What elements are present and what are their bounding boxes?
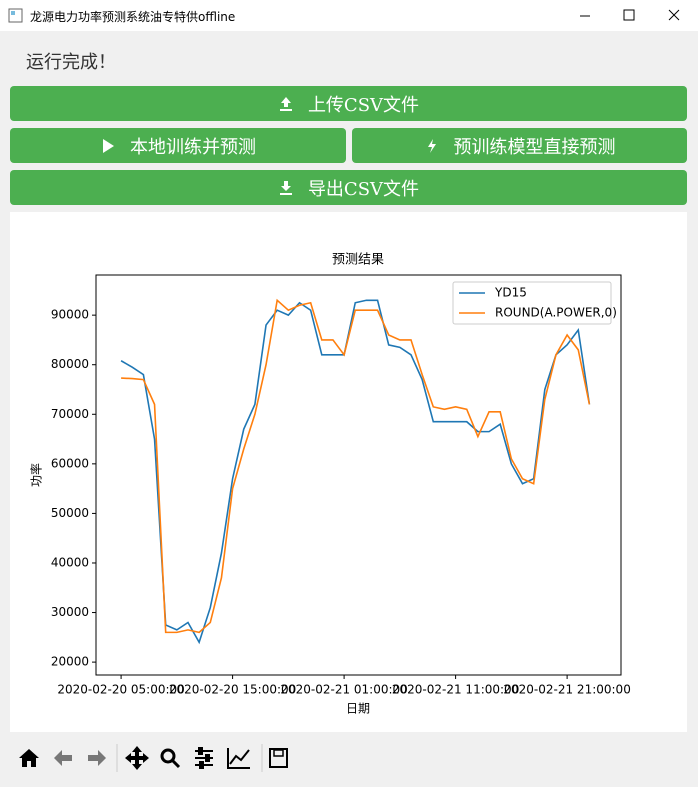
- button-label: 预训练模型直接预测: [453, 136, 616, 158]
- y-tick-label: 30000: [51, 605, 89, 619]
- x-axis-label: 日期: [346, 702, 370, 716]
- save-button[interactable]: [269, 748, 288, 768]
- window-title: 龙源电力功率预测系统油专特供offline: [30, 10, 236, 24]
- train-button[interactable]: 本地训练并预测: [10, 128, 346, 163]
- legend: YD15 ROUND(A.POWER,0): [452, 281, 617, 325]
- configure-button[interactable]: [195, 747, 213, 769]
- plot-frame: [95, 274, 622, 676]
- y-tick-label: 90000: [51, 308, 89, 322]
- chart-panel: 预测结果 日期 功率 20000 30000 40000 50000 60000 7000…: [10, 212, 687, 732]
- export-button[interactable]: 导出CSV文件: [10, 170, 687, 205]
- y-tick-label: 80000: [51, 357, 89, 371]
- button-label: 上传CSV文件: [307, 94, 420, 116]
- back-button[interactable]: [54, 750, 72, 766]
- title-bar: 龙源电力功率预测系统油专特供offline: [0, 0, 698, 31]
- pan-button[interactable]: [125, 746, 149, 770]
- edit-axes-button[interactable]: [227, 748, 250, 769]
- y-tick-label: 40000: [51, 555, 89, 569]
- x-tick-label: 2020-02-21 21:00:00: [503, 683, 630, 697]
- legend-label: ROUND(A.POWER,0): [495, 306, 617, 320]
- y-axis-label: 功率: [29, 463, 44, 487]
- app-icon: [8, 8, 23, 23]
- home-button[interactable]: [19, 749, 39, 767]
- forward-button[interactable]: [88, 750, 106, 766]
- bolt-icon: [427, 138, 436, 153]
- legend-box: [452, 281, 612, 325]
- button-label: 导出CSV文件: [307, 178, 420, 200]
- toolbar: [19, 744, 288, 772]
- x-tick-label: 2020-02-20 05:00:00: [57, 683, 184, 697]
- y-tick-label: 50000: [51, 506, 89, 520]
- upload-icon: [279, 96, 292, 111]
- y-tick-label: 20000: [51, 655, 89, 669]
- zoom-button[interactable]: [160, 748, 181, 769]
- play-icon: [103, 138, 114, 153]
- x-tick-label: 2020-02-21 11:00:00: [392, 683, 519, 697]
- series-line: [120, 299, 591, 645]
- chart-title: 预测结果: [332, 253, 384, 268]
- upload-button[interactable]: 上传CSV文件: [10, 86, 687, 121]
- y-tick-label: 60000: [51, 456, 89, 470]
- legend-label: YD15: [494, 286, 527, 300]
- chart: 预测结果 日期 功率 20000 30000 40000 50000 60000 7000…: [29, 253, 631, 716]
- x-tick-label: 2020-02-21 01:00:00: [280, 683, 407, 697]
- y-tick-label: 70000: [51, 407, 89, 421]
- button-label: 本地训练并预测: [130, 136, 256, 158]
- window-controls[interactable]: [568, 0, 698, 31]
- series-line: [121, 298, 591, 634]
- download-icon: [279, 180, 292, 195]
- predict-button[interactable]: 预训练模型直接预测: [352, 128, 687, 163]
- x-tick-label: 2020-02-20 15:00:00: [169, 683, 296, 697]
- status-text: 运行完成！: [26, 52, 116, 73]
